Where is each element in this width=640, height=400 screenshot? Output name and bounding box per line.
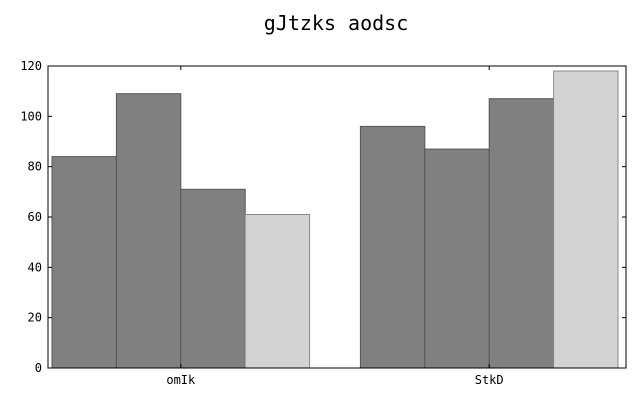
bar-omIk-1 (51, 156, 117, 369)
bar-StkD-1 (359, 125, 426, 369)
y-tick-label: 0 (35, 361, 42, 375)
y-tick-label: 60 (28, 210, 42, 224)
bar-StkD-4 (553, 70, 619, 369)
plot-frame (47, 65, 627, 369)
bar-StkD-3 (488, 98, 555, 369)
x-tick-label: omIk (166, 373, 196, 387)
y-tick-label: 20 (28, 311, 42, 325)
bar-StkD-2 (424, 148, 490, 369)
y-tick-label: 40 (28, 260, 42, 274)
chart-title: gJtzks aodsc (264, 11, 409, 35)
bar-omIk-2 (115, 93, 182, 369)
bar-omIk-4 (244, 214, 311, 369)
y-axis: 0 20 40 60 80 100 120 (20, 59, 626, 375)
y-tick-label: 120 (20, 59, 42, 73)
bar-omIk-3 (180, 188, 246, 369)
y-tick-label: 80 (28, 160, 42, 174)
x-axis: omIk StkD (166, 66, 504, 387)
y-tick-label: 100 (20, 109, 42, 123)
x-tick-label: StkD (475, 373, 504, 387)
bars-group (51, 70, 619, 369)
